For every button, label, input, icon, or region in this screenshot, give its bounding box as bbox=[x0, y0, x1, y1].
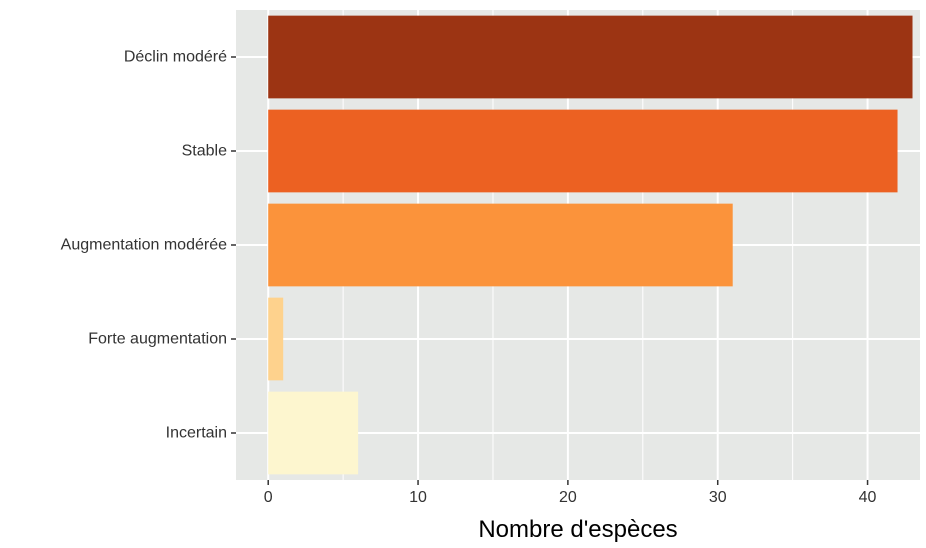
x-tick-label: 40 bbox=[859, 489, 877, 506]
bar-layer bbox=[268, 15, 913, 475]
bar-augmentation-moderee bbox=[268, 203, 733, 287]
x-tick-label: 10 bbox=[409, 489, 427, 506]
bar-forte-augmentation bbox=[268, 297, 284, 381]
x-tick-label: 20 bbox=[559, 489, 577, 506]
y-tick-label: Forte augmentation bbox=[88, 331, 227, 348]
x-axis-title: Nombre d'espèces bbox=[478, 516, 677, 543]
y-tick-label: Déclin modéré bbox=[124, 49, 227, 66]
bar-declin-modere bbox=[268, 15, 913, 99]
y-tick-label: Stable bbox=[182, 143, 227, 160]
x-tick-label: 30 bbox=[709, 489, 727, 506]
bar-stable bbox=[268, 109, 898, 193]
y-tick-label: Incertain bbox=[166, 425, 227, 442]
bar-incertain bbox=[268, 391, 359, 475]
y-tick-label: Augmentation modérée bbox=[61, 237, 227, 254]
x-tick-label: 0 bbox=[264, 489, 273, 506]
axis-layer: Déclin modéré Stable Augmentation modérée F… bbox=[61, 49, 877, 507]
